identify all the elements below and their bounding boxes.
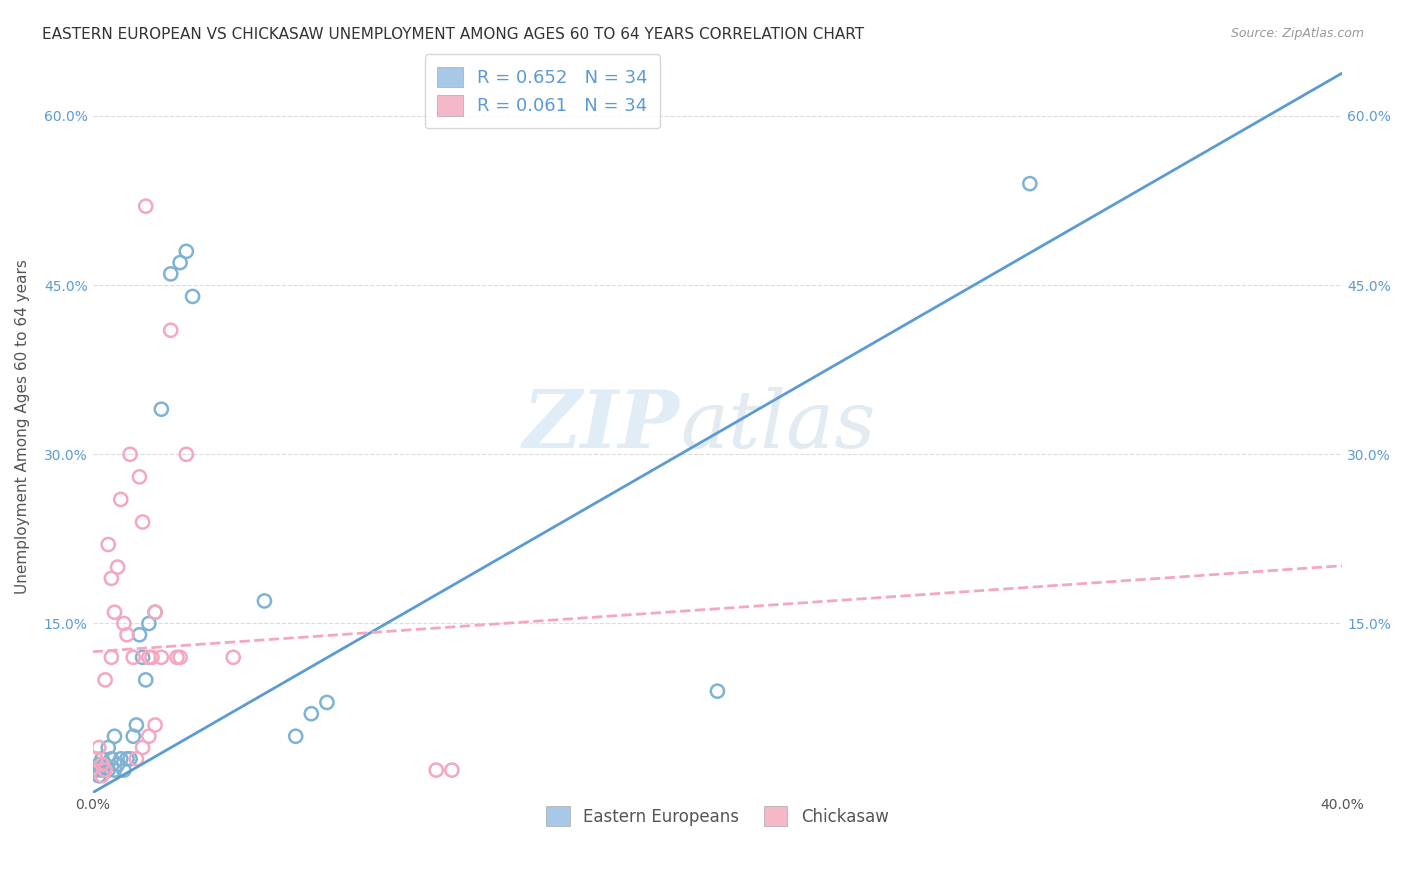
Point xyxy=(135,199,157,213)
Point xyxy=(138,616,160,631)
Point xyxy=(176,447,198,461)
Point xyxy=(107,560,129,574)
Point xyxy=(125,752,148,766)
Point xyxy=(284,729,307,743)
Point xyxy=(122,729,145,743)
Point xyxy=(159,267,181,281)
Point xyxy=(1018,177,1040,191)
Point xyxy=(138,650,160,665)
Point xyxy=(107,757,129,772)
Point xyxy=(120,752,142,766)
Point xyxy=(169,650,191,665)
Point xyxy=(222,650,245,665)
Text: atlas: atlas xyxy=(681,387,876,465)
Point xyxy=(115,752,138,766)
Point xyxy=(440,763,463,777)
Point xyxy=(103,729,125,743)
Point xyxy=(110,492,132,507)
Point xyxy=(84,763,107,777)
Point xyxy=(143,718,166,732)
Point xyxy=(100,752,122,766)
Point xyxy=(253,594,276,608)
Y-axis label: Unemployment Among Ages 60 to 64 years: Unemployment Among Ages 60 to 64 years xyxy=(15,259,30,593)
Point xyxy=(131,740,153,755)
Point xyxy=(100,650,122,665)
Point xyxy=(87,757,110,772)
Point xyxy=(128,470,150,484)
Point xyxy=(100,571,122,585)
Point xyxy=(91,757,114,772)
Point xyxy=(84,752,107,766)
Point xyxy=(87,740,110,755)
Point xyxy=(97,763,120,777)
Point xyxy=(94,763,117,777)
Point xyxy=(128,628,150,642)
Point xyxy=(169,255,191,269)
Point xyxy=(94,673,117,687)
Point xyxy=(94,757,117,772)
Point xyxy=(122,650,145,665)
Point xyxy=(91,752,114,766)
Point xyxy=(115,628,138,642)
Text: Source: ZipAtlas.com: Source: ZipAtlas.com xyxy=(1230,27,1364,40)
Point xyxy=(125,718,148,732)
Point xyxy=(97,537,120,551)
Point xyxy=(159,323,181,337)
Point xyxy=(181,289,204,303)
Point xyxy=(150,402,173,417)
Point xyxy=(138,729,160,743)
Point xyxy=(87,769,110,783)
Point xyxy=(120,447,142,461)
Point xyxy=(103,605,125,619)
Point xyxy=(103,763,125,777)
Point xyxy=(91,769,114,783)
Point xyxy=(97,740,120,755)
Point xyxy=(91,763,114,777)
Point xyxy=(131,515,153,529)
Point xyxy=(299,706,322,721)
Point xyxy=(143,605,166,619)
Text: ZIP: ZIP xyxy=(523,387,681,465)
Point xyxy=(166,650,188,665)
Point xyxy=(110,752,132,766)
Point xyxy=(141,650,163,665)
Point xyxy=(706,684,728,698)
Point xyxy=(425,763,447,777)
Point xyxy=(135,673,157,687)
Text: EASTERN EUROPEAN VS CHICKASAW UNEMPLOYMENT AMONG AGES 60 TO 64 YEARS CORRELATION: EASTERN EUROPEAN VS CHICKASAW UNEMPLOYME… xyxy=(42,27,865,42)
Point xyxy=(176,244,198,259)
Point xyxy=(316,695,339,709)
Point xyxy=(112,616,135,631)
Legend: Eastern Europeans, Chickasaw: Eastern Europeans, Chickasaw xyxy=(536,797,898,836)
Point xyxy=(131,650,153,665)
Point xyxy=(150,650,173,665)
Point xyxy=(112,763,135,777)
Point xyxy=(143,605,166,619)
